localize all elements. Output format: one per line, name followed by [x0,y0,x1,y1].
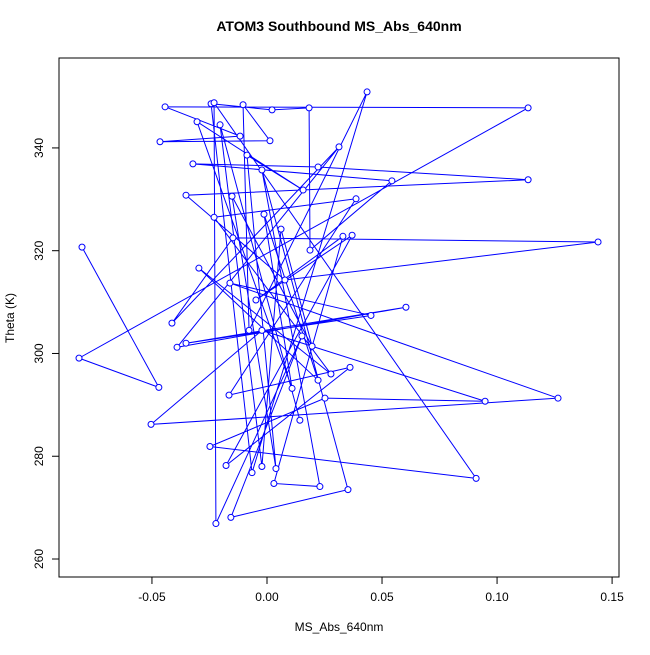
point [348,231,356,239]
point [173,343,181,351]
y-tick-label: 340 [32,138,46,158]
chart-title: ATOM3 Southbound MS_Abs_640nm [216,18,461,34]
point [243,151,251,159]
point [155,383,163,391]
point [299,186,307,194]
point [524,104,532,112]
plot-frame [58,57,620,578]
x-tick-label: 0.00 [255,590,279,604]
point [281,276,289,284]
point [168,319,176,327]
y-tick-label: 300 [32,343,46,363]
point [228,192,236,200]
point [193,118,201,126]
point [236,132,244,140]
point [327,370,335,378]
x-tick-label: 0.05 [370,590,394,604]
point [222,461,230,469]
point [594,238,602,246]
point [268,106,276,114]
point [277,225,285,233]
point [367,311,375,319]
point [270,479,278,487]
x-tick-label: 0.10 [485,590,509,604]
point [554,394,562,402]
point [75,354,83,362]
point [335,143,343,151]
point [210,99,218,107]
y-tick-label: 280 [32,446,46,466]
x-tick-label: -0.05 [138,590,166,604]
x-axis-label: MS_Abs_640nm [295,620,384,634]
point [252,296,260,304]
point [245,326,253,334]
point [314,376,322,384]
point [388,177,396,185]
point [524,176,532,184]
point [321,394,329,402]
point [216,121,224,129]
y-tick-label: 260 [32,549,46,569]
point [305,104,313,112]
point [258,326,266,334]
point [296,416,304,424]
point [272,465,280,473]
y-tick-label: 320 [32,240,46,260]
point [363,88,371,96]
point [402,303,410,311]
point [260,210,268,218]
y-axis-label: Theta (K) [3,293,17,343]
point [352,195,360,203]
point [314,163,322,171]
series-line [77,91,599,524]
point [161,103,169,111]
point [266,137,274,145]
point [226,279,234,287]
point [298,332,306,340]
point [182,191,190,199]
point [248,469,256,477]
point [195,264,203,272]
point [258,463,266,471]
point [346,363,354,371]
point [339,232,347,240]
point [258,166,266,174]
point [316,483,324,491]
point [182,339,190,347]
point [78,243,86,251]
point [156,138,164,146]
point [189,160,197,168]
point [225,391,233,399]
point [306,246,314,254]
point [288,384,296,392]
point [229,234,237,242]
point [147,420,155,428]
point [472,474,480,482]
x-tick-label: 0.15 [600,590,624,604]
point [344,486,352,494]
point [212,520,220,528]
point [239,101,247,109]
point [481,397,489,405]
point [227,513,235,521]
point [210,213,218,221]
point [206,442,214,450]
point [308,342,316,350]
